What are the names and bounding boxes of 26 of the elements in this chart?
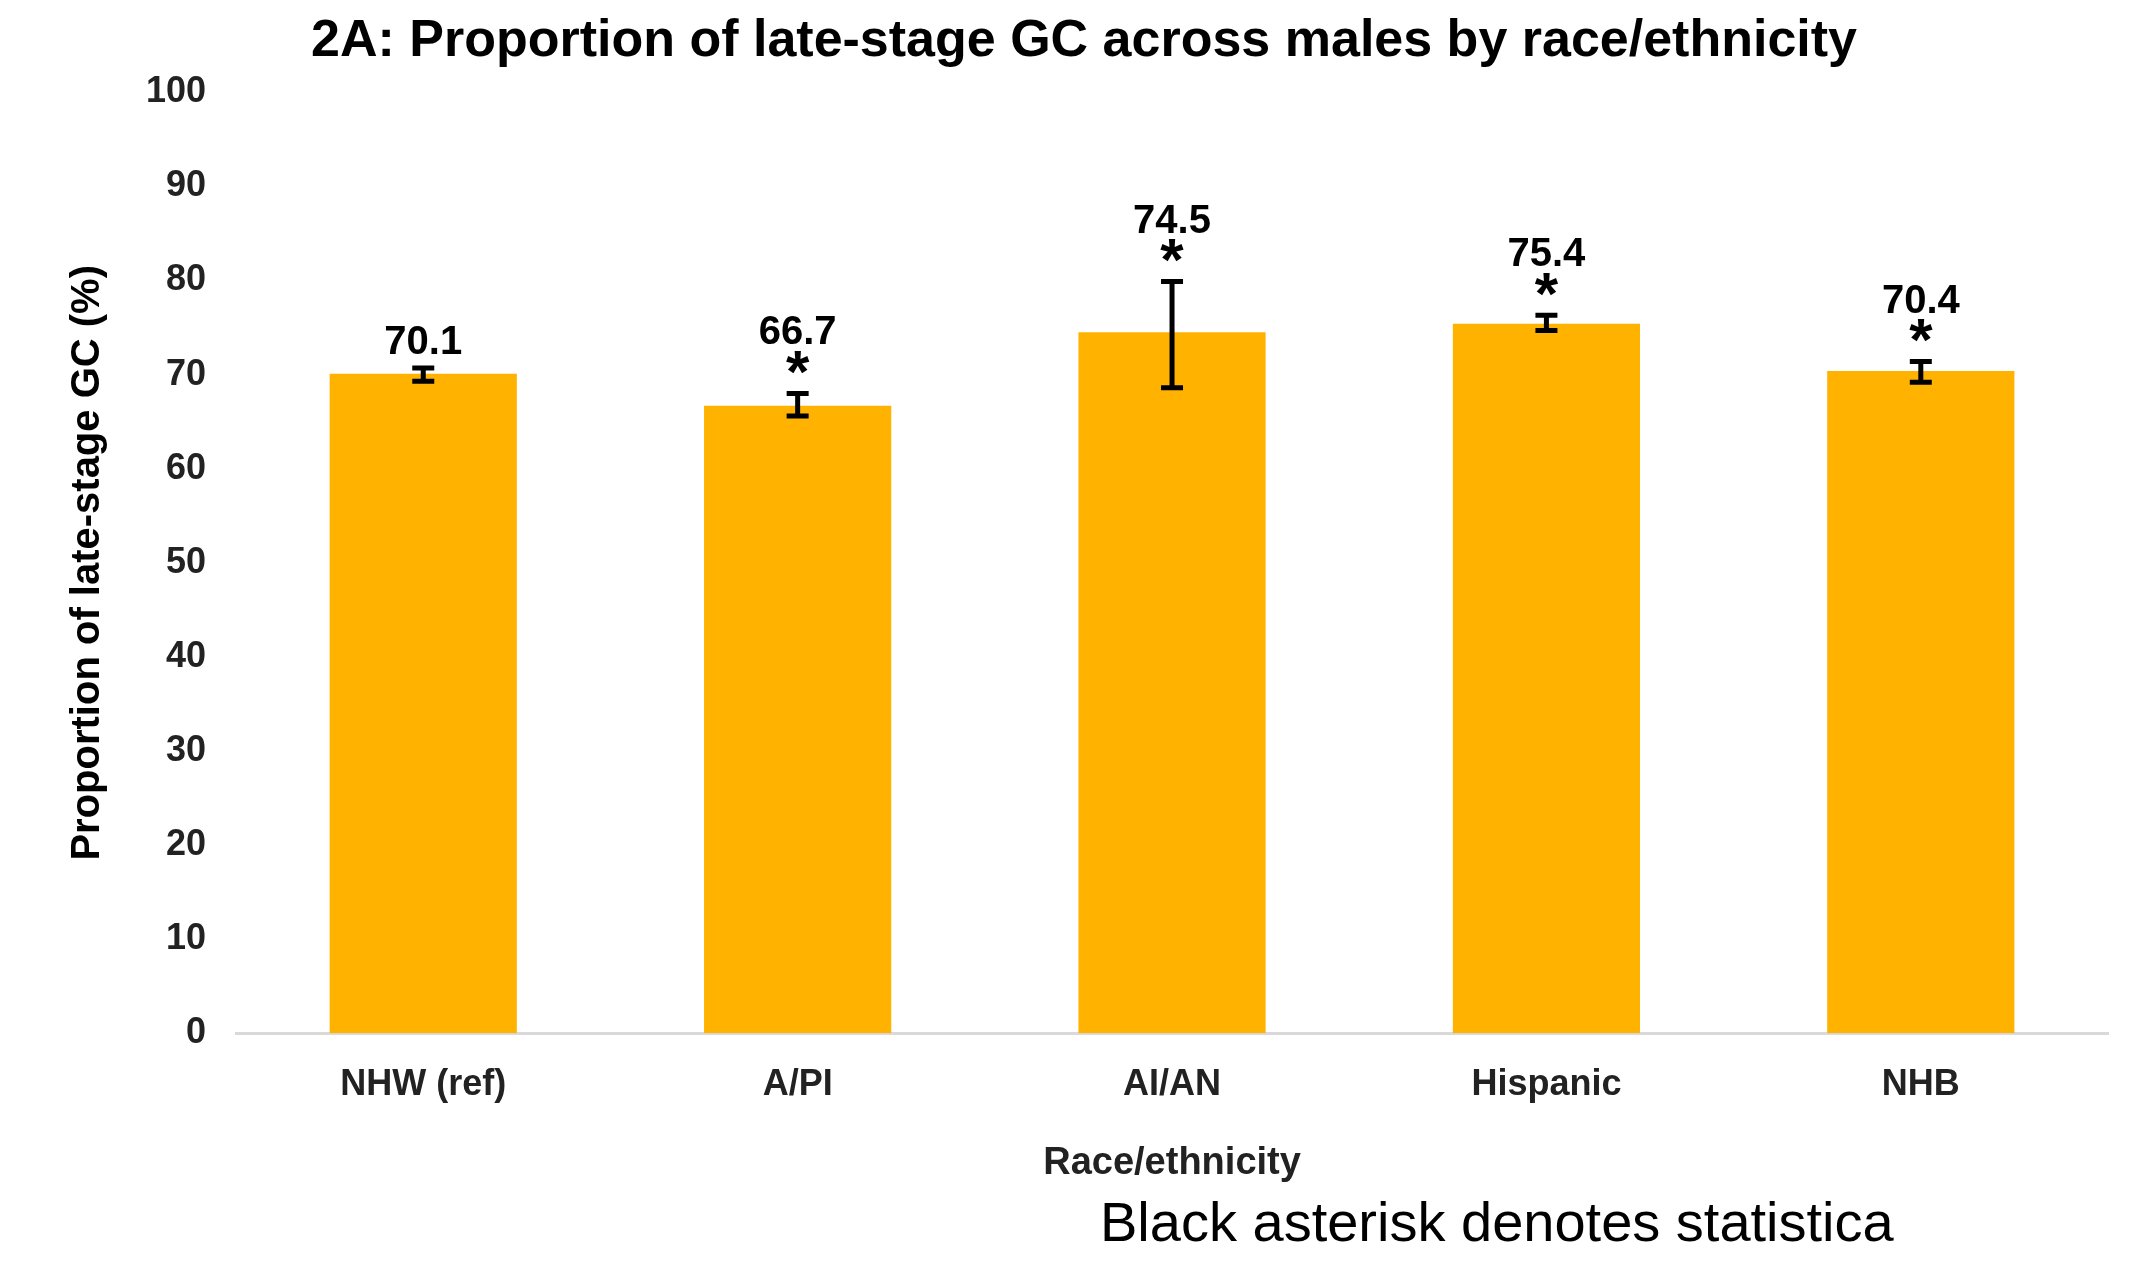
y-tick-label: 70 — [166, 351, 207, 393]
x-tick-label: NHB — [1881, 1061, 1960, 1103]
y-tick-label: 50 — [166, 539, 207, 581]
y-tick-label: 80 — [166, 257, 207, 299]
y-axis-title: Proportion of late-stage GC (%) — [63, 265, 108, 861]
y-tick-label: 10 — [166, 916, 207, 958]
y-tick-label: 100 — [145, 69, 207, 111]
bar — [1452, 323, 1641, 1034]
bar — [1078, 332, 1266, 1034]
bar — [329, 373, 517, 1034]
x-tick-label: AI/AN — [1123, 1061, 1222, 1103]
bar — [1827, 370, 2015, 1034]
text: Black asterisk denotes statistica — [1100, 1190, 1894, 1254]
y-tick-label: 20 — [166, 821, 207, 863]
bar — [704, 405, 892, 1034]
x-tick-label: A/PI — [762, 1061, 833, 1103]
y-tick-label: 30 — [166, 727, 207, 769]
y-tick-label: 60 — [166, 445, 207, 487]
x-tick-label: Hispanic — [1471, 1061, 1622, 1103]
chart-title: 2A: Proportion of late-stage GC across males by race/ethnicity — [310, 8, 1858, 67]
data-label: 70.1 — [384, 318, 463, 363]
y-tick-label: 90 — [166, 163, 207, 205]
y-tick-label: 40 — [166, 633, 207, 675]
y-tick-label: 0 — [186, 1010, 207, 1052]
x-tick-label: NHW (ref) — [340, 1061, 507, 1103]
x-axis-title: Race/ethnicity — [1043, 1139, 1301, 1182]
